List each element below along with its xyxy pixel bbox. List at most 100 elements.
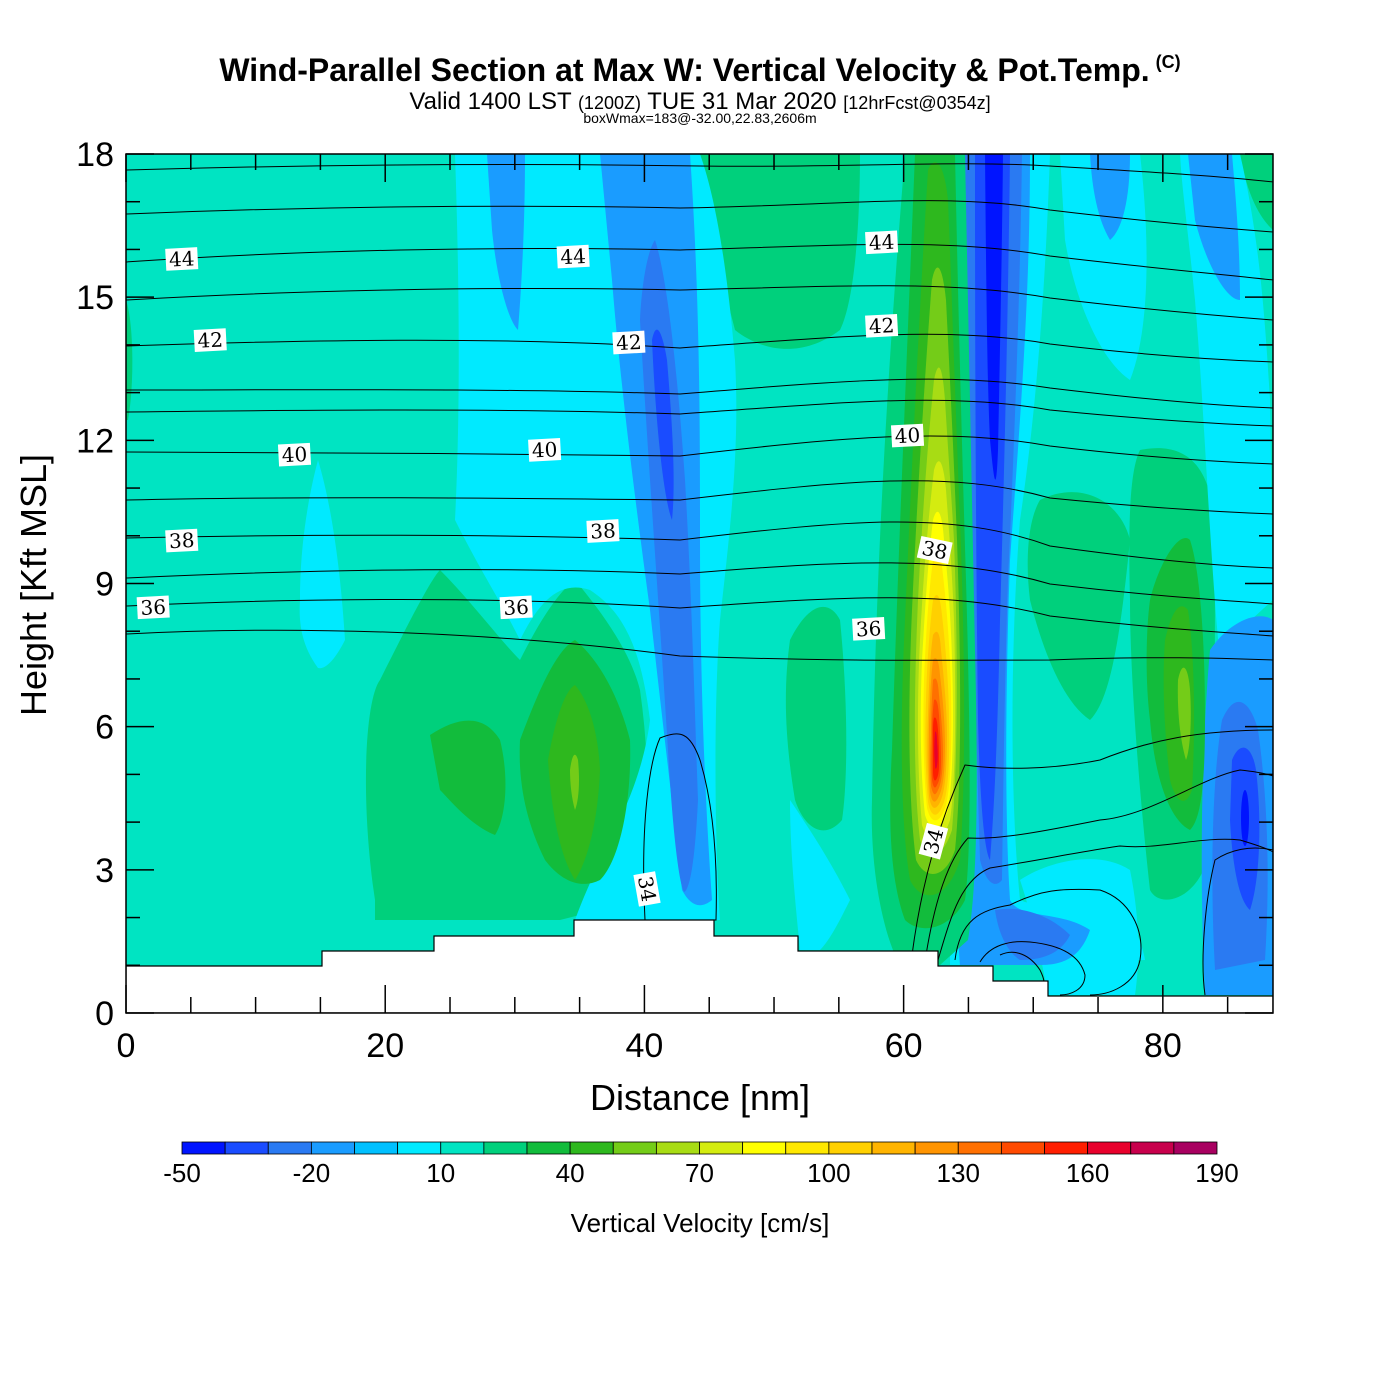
colorbar-swatch [612,1141,657,1155]
theta-contour [126,200,1273,233]
y-axis-title: Height [Kft MSL] [13,454,54,716]
contour-label-box [277,442,312,467]
field-green4-35nm [570,754,579,810]
contour-label: 38 [586,518,620,544]
x-tick-label: 60 [885,1027,923,1065]
theta-contour [643,733,717,921]
theta-contour [979,941,1086,996]
contour-label-text: 42 [868,313,895,338]
contour-label-box [193,328,227,352]
contour-label-text: 44 [560,244,587,269]
contour-label: 38 [165,528,199,553]
contour-label-box [528,438,562,462]
contour-label-box [499,595,533,620]
x-tick-label: 80 [1144,1027,1182,1065]
theta-contour [126,597,1273,637]
theta-contour [126,243,1273,281]
forecast-info: [12hrFcst@0354z] [843,93,991,113]
colorbar-swatch [526,1141,571,1155]
colorbar-label: 160 [1066,1158,1109,1188]
theta-contour [126,521,1273,569]
field-green2-35nm [430,720,506,835]
theta-contour [126,435,1273,465]
field-darkblue-east [975,154,1010,860]
colorbar-swatch [1000,1141,1045,1155]
theta-contour [1202,847,1273,996]
contour-label: 40 [528,437,562,463]
contour-label: 44 [865,230,899,255]
contour-label-box [612,330,646,355]
field-green-east-column [1027,492,1130,720]
colorbar-swatch [1044,1141,1089,1155]
colorbar-swatch [1130,1141,1175,1155]
contour-label: 34 [918,822,949,860]
contour-label-box [136,595,170,620]
contour-label-box [865,313,899,338]
copyright-mark: (C) [1155,52,1181,72]
contour-label-text: 44 [168,246,195,271]
contour-label-text: 36 [855,616,882,641]
contour-label-box [852,617,886,641]
contour-label-text: 42 [616,330,643,355]
contour-label-text: 36 [140,595,167,620]
colorbar-swatch [742,1141,787,1155]
y-tick-label: 6 [95,709,114,747]
x-axis-title: Distance [nm] [590,1077,810,1118]
theta-contour [126,285,1273,321]
field-green-midlevel-60nm [785,606,847,831]
field-cyan-far-east [1180,154,1273,660]
colorbar-label: 10 [426,1158,455,1188]
contour-label-text: 44 [868,230,895,255]
theta-contour [126,163,1273,183]
colorbar-swatch [957,1141,1002,1155]
colorbar-swatch [224,1141,269,1155]
colorbar-label: 130 [937,1158,980,1188]
colorbar-swatch [785,1141,830,1155]
valid-date: TUE 31 Mar 2020 [647,88,837,115]
colorbar-swatch [914,1141,959,1155]
contour-label: 40 [890,423,925,448]
colorbar-swatch [354,1141,399,1155]
field-medblue-east-lower [995,908,1070,960]
colorbar-swatch [267,1141,312,1155]
y-tick-label: 12 [76,422,114,460]
colorbar-label: -50 [163,1158,201,1188]
x-tick-label: 20 [366,1027,404,1065]
colorbar-swatch [397,1141,442,1155]
colorbar-title: Vertical Velocity [cm/s] [571,1208,830,1238]
theta-contour [954,888,1142,996]
contour-label-box [916,536,953,565]
contour-label-text: 34 [633,874,661,903]
field-updraft-160 [934,731,938,769]
theta-contour [126,378,1273,409]
field-cyan-west-plume [299,460,345,669]
colorbar-label: -20 [293,1158,331,1188]
box-info: boxWmax=183@-32.00,22.83,2606m [583,110,817,126]
theta-contour [925,769,1273,956]
y-tick-label: 9 [95,566,114,604]
field-cyan-east-upper [1060,154,1147,380]
contour-label-text: 42 [197,327,224,352]
colorbar-swatch [569,1141,614,1155]
field-cyan-lower-middle [790,800,850,950]
contour-label-box [918,822,949,860]
field-core-downdraft-far-east [1241,790,1249,846]
contour-label: 42 [865,313,899,338]
contour-label: 36 [499,595,533,620]
colorbar: -50 -20 10 40 70 100 130 160 190 [163,1141,1239,1188]
field-green-upper-middle [690,154,860,349]
valid-time: Valid 1400 LST (1200Z) TUE 31 Mar 2020 [… [0,88,1400,116]
theta-contour [937,838,1273,961]
terrain [126,919,1273,1013]
colorbar-swatch [440,1141,485,1155]
contour-label: 44 [165,246,199,272]
valid-prefix: Valid 1400 LST [409,88,572,115]
contour-label-text: 40 [894,423,921,448]
plot-area [126,154,1273,1013]
pot-temp-contours [126,163,1273,996]
contour-label-box [556,244,590,269]
contour-label-text: 38 [590,518,617,543]
contour-label-box [165,528,199,553]
